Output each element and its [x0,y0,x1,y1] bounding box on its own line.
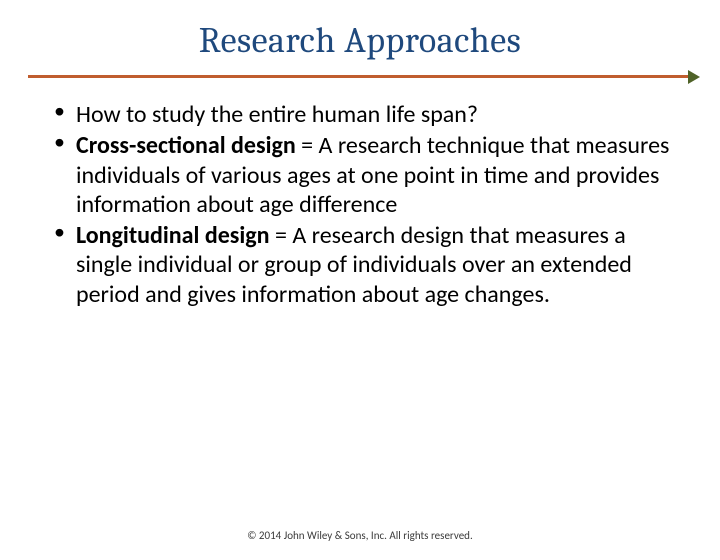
slide-title: Research Approaches [0,20,720,61]
bullet-term: Cross-sectional design [76,131,296,160]
title-underline [28,75,692,78]
underline-bar [28,75,692,78]
list-item: How to study the entire human life span? [48,100,672,129]
slide: Research Approaches How to study the ent… [0,20,720,560]
arrowhead-icon [688,70,700,84]
bullet-text: How to study the entire human life span? [76,100,478,129]
bullet-list: How to study the entire human life span?… [48,100,672,309]
bullet-term: Longitudinal design [76,221,270,250]
list-item: Longitudinal design = A research design … [48,221,672,309]
copyright-footer: © 2014 John Wiley & Sons, Inc. All right… [0,529,720,542]
list-item: Cross-sectional design = A research tech… [48,131,672,219]
